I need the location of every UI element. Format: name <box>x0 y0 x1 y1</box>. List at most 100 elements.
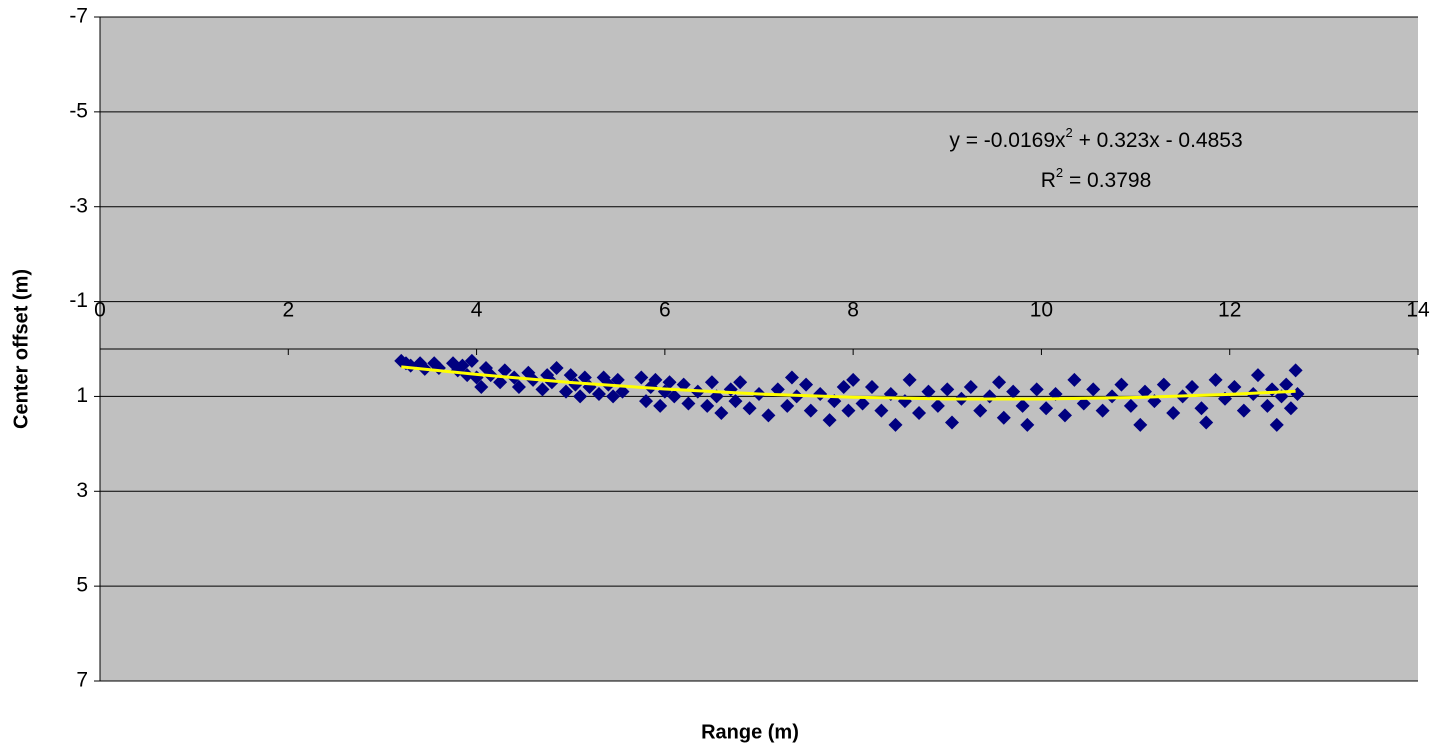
y-tick-label: -1 <box>69 289 88 312</box>
data-point <box>591 387 606 402</box>
y-tick-label: 5 <box>76 574 88 597</box>
data-point <box>728 394 743 409</box>
annotation-part: y = -0.0169x <box>949 129 1066 152</box>
data-point <box>888 417 903 432</box>
data-point <box>1250 368 1265 383</box>
data-point <box>577 370 592 385</box>
trendline-annotation: y = -0.0169x2 + 0.323x - 0.4853 <box>949 125 1242 152</box>
data-point <box>464 353 479 368</box>
data-point <box>662 375 677 390</box>
data-point <box>1194 401 1209 416</box>
data-point <box>676 377 691 392</box>
data-point <box>1269 417 1284 432</box>
x-tick-label: 14 <box>1406 299 1430 322</box>
data-point <box>1279 377 1294 392</box>
x-tick-label: 8 <box>847 299 859 322</box>
y-tick-label: 7 <box>76 669 88 692</box>
y-tick-label: 3 <box>76 479 88 502</box>
data-point <box>497 363 512 378</box>
data-point <box>639 394 654 409</box>
data-point <box>681 396 696 411</box>
data-point <box>1039 401 1054 416</box>
data-point <box>714 406 729 421</box>
data-point <box>1185 379 1200 394</box>
data-point <box>822 413 837 428</box>
trendline-annotation: R2 = 0.3798 <box>1041 165 1152 192</box>
data-point <box>1227 379 1242 394</box>
data-point <box>1166 406 1181 421</box>
data-point <box>606 389 621 404</box>
data-point <box>704 375 719 390</box>
data-point <box>1260 398 1275 413</box>
data-point <box>511 379 526 394</box>
data-point <box>799 377 814 392</box>
data-point <box>1137 384 1152 399</box>
data-point <box>474 379 489 394</box>
data-point <box>700 398 715 413</box>
data-point <box>653 398 668 413</box>
data-point <box>912 406 927 421</box>
data-point <box>874 403 889 418</box>
data-point <box>846 372 861 387</box>
data-point <box>1283 401 1298 416</box>
annotation-part: = 0.3798 <box>1063 169 1151 192</box>
data-point <box>780 398 795 413</box>
data-point <box>784 370 799 385</box>
data-point <box>742 401 757 416</box>
data-point <box>549 360 564 375</box>
x-axis-title: Range (m) <box>701 721 799 743</box>
data-point <box>559 384 574 399</box>
data-point <box>563 368 578 383</box>
data-point <box>1015 398 1030 413</box>
data-point <box>455 358 470 373</box>
data-point <box>803 403 818 418</box>
data-point <box>864 379 879 394</box>
data-point <box>1133 417 1148 432</box>
data-point <box>930 398 945 413</box>
data-point <box>493 375 508 390</box>
data-point <box>648 372 663 387</box>
data-point <box>1076 396 1091 411</box>
data-point <box>1057 408 1072 423</box>
data-point <box>996 410 1011 425</box>
data-point <box>902 372 917 387</box>
data-point <box>855 396 870 411</box>
annotation-part: 2 <box>1056 165 1063 180</box>
annotation-part: R <box>1041 169 1056 192</box>
data-point <box>634 370 649 385</box>
data-point <box>770 382 785 397</box>
annotation-part: + 0.323x - 0.4853 <box>1073 129 1243 152</box>
data-point <box>667 389 682 404</box>
data-point <box>615 384 630 399</box>
data-point <box>1236 403 1251 418</box>
data-point <box>1067 372 1082 387</box>
x-tick-label: 2 <box>282 299 294 322</box>
x-tick-label: 6 <box>659 299 671 322</box>
y-axis-title: Center offset (m) <box>10 269 32 429</box>
data-point <box>1199 415 1214 430</box>
y-tick-label: -7 <box>69 5 88 28</box>
data-point <box>1086 382 1101 397</box>
x-tick-label: 12 <box>1218 299 1241 322</box>
data-point <box>573 389 588 404</box>
data-point <box>1123 398 1138 413</box>
data-point <box>940 382 955 397</box>
data-point <box>568 377 583 392</box>
x-tick-label: 0 <box>94 299 106 322</box>
data-point <box>944 415 959 430</box>
annotation-part: 2 <box>1066 125 1073 140</box>
data-point <box>1020 417 1035 432</box>
data-point <box>460 368 475 383</box>
data-point <box>535 382 550 397</box>
data-point <box>1095 403 1110 418</box>
data-point <box>610 372 625 387</box>
data-point <box>1029 382 1044 397</box>
data-point <box>836 379 851 394</box>
data-point <box>963 379 978 394</box>
data-point <box>992 375 1007 390</box>
y-tick-label: -5 <box>69 99 88 122</box>
data-point <box>921 384 936 399</box>
data-point <box>1288 363 1303 378</box>
data-point <box>973 403 988 418</box>
y-tick-label: 1 <box>76 384 88 407</box>
